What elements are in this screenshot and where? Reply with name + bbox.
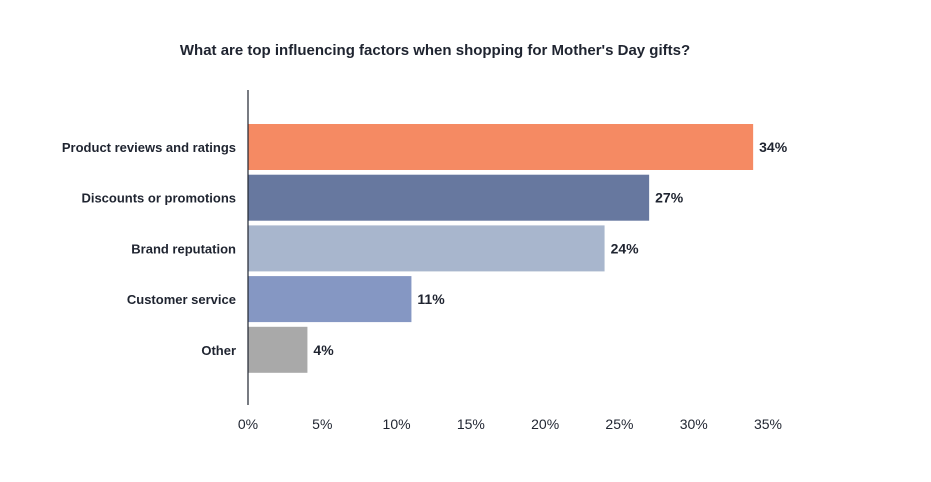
x-tick-label: 25% [605,416,633,432]
chart-title: What are top influencing factors when sh… [180,42,690,59]
bars-group [248,124,754,373]
category-label-other: Other [201,343,236,358]
x-tick-label: 10% [383,416,411,432]
category-label-brand-reputation: Brand reputation [131,241,236,256]
category-labels-group: Product reviews and ratings Discounts or … [62,140,236,358]
category-label-discounts-or-promotions: Discounts or promotions [81,191,236,206]
value-label-product-reviews-and-ratings: 34% [759,139,788,155]
x-tick-label: 15% [457,416,485,432]
bar-product-reviews-and-ratings [248,124,754,170]
axis-group: 0% 5% 10% 15% 20% 25% 30% 35% [238,90,782,432]
bar-other [248,326,308,373]
value-label-customer-service: 11% [417,291,445,307]
value-labels-group: 34% 27% 24% 11% 4% [313,139,787,358]
x-tick-label: 0% [238,416,258,432]
x-tick-label: 35% [754,416,782,432]
bar-customer-service [248,276,412,323]
x-tick-label: 20% [531,416,559,432]
category-label-product-reviews-and-ratings: Product reviews and ratings [62,140,236,155]
value-label-discounts-or-promotions: 27% [655,190,684,206]
category-label-customer-service: Customer service [127,292,236,307]
x-tick-label: 30% [680,416,708,432]
value-label-other: 4% [313,342,334,358]
x-tick-label: 5% [312,416,332,432]
value-label-brand-reputation: 24% [611,240,640,256]
bar-brand-reputation [248,225,605,272]
bar-discounts-or-promotions [248,174,650,221]
